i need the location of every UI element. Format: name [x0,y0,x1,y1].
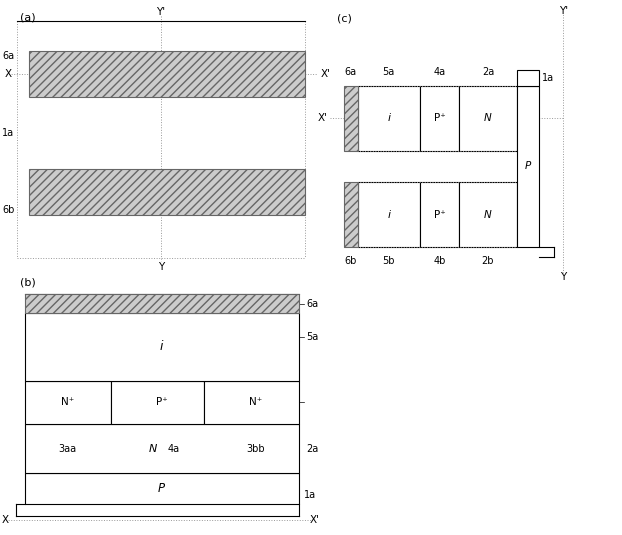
Text: N⁺: N⁺ [249,398,262,407]
Text: X: X [5,69,12,79]
Bar [111,381,204,424]
Text: 6a: 6a [306,299,318,309]
Text: (c): (c) [337,13,352,23]
Bar [420,182,459,247]
Text: 4b: 4b [434,256,445,266]
Bar [25,294,299,313]
Bar [344,86,517,151]
Text: 5a: 5a [383,67,395,77]
Text: Y: Y [158,263,164,272]
Text: 6a: 6a [2,51,14,61]
Text: Y: Y [560,272,567,282]
Text: N⁺: N⁺ [61,398,75,407]
Text: 1a: 1a [2,128,14,138]
Text: X': X' [318,113,328,123]
Bar [459,182,517,247]
Text: P: P [524,162,531,171]
Bar [344,182,517,247]
Text: P⁺: P⁺ [434,210,445,219]
Bar [25,473,299,504]
Text: i: i [160,340,164,354]
Text: 2b: 2b [481,256,494,266]
Text: 5b: 5b [383,256,395,266]
Bar [25,381,111,424]
Text: i: i [387,113,391,123]
Text: N: N [149,444,157,454]
Bar [204,381,299,424]
Bar [29,51,305,97]
Text: 4a: 4a [434,67,445,77]
Text: 1a: 1a [304,490,316,500]
Bar [344,86,358,151]
Text: 6b: 6b [345,256,357,266]
Text: i: i [387,210,391,219]
Text: (b): (b) [20,278,35,287]
Text: Y': Y' [157,7,165,17]
Text: X': X' [310,515,320,525]
Text: 5a: 5a [306,332,318,342]
Bar [358,86,420,151]
Bar [358,182,420,247]
Text: Y': Y' [559,6,568,16]
Text: (a): (a) [20,12,35,22]
Bar [459,86,517,151]
Text: 3aa: 3aa [59,444,77,454]
Text: P: P [158,482,165,495]
Bar [25,313,299,381]
Bar [25,424,299,473]
Text: P⁺: P⁺ [156,398,167,407]
Text: P⁺: P⁺ [434,113,445,123]
Text: 4a: 4a [167,444,179,454]
Bar [517,86,539,247]
Text: X: X [2,515,9,525]
Text: 1a: 1a [542,73,554,82]
Text: 2a: 2a [482,67,494,77]
Text: 2a: 2a [306,444,318,454]
Text: 6a: 6a [345,67,357,77]
Bar [29,169,305,215]
Text: X': X' [320,69,330,79]
Text: 6b: 6b [2,205,14,215]
Bar [420,86,459,151]
Text: 3bb: 3bb [246,444,265,454]
Bar [344,182,358,247]
Text: N: N [484,210,492,219]
Text: N: N [484,113,492,123]
Bar [517,70,539,86]
